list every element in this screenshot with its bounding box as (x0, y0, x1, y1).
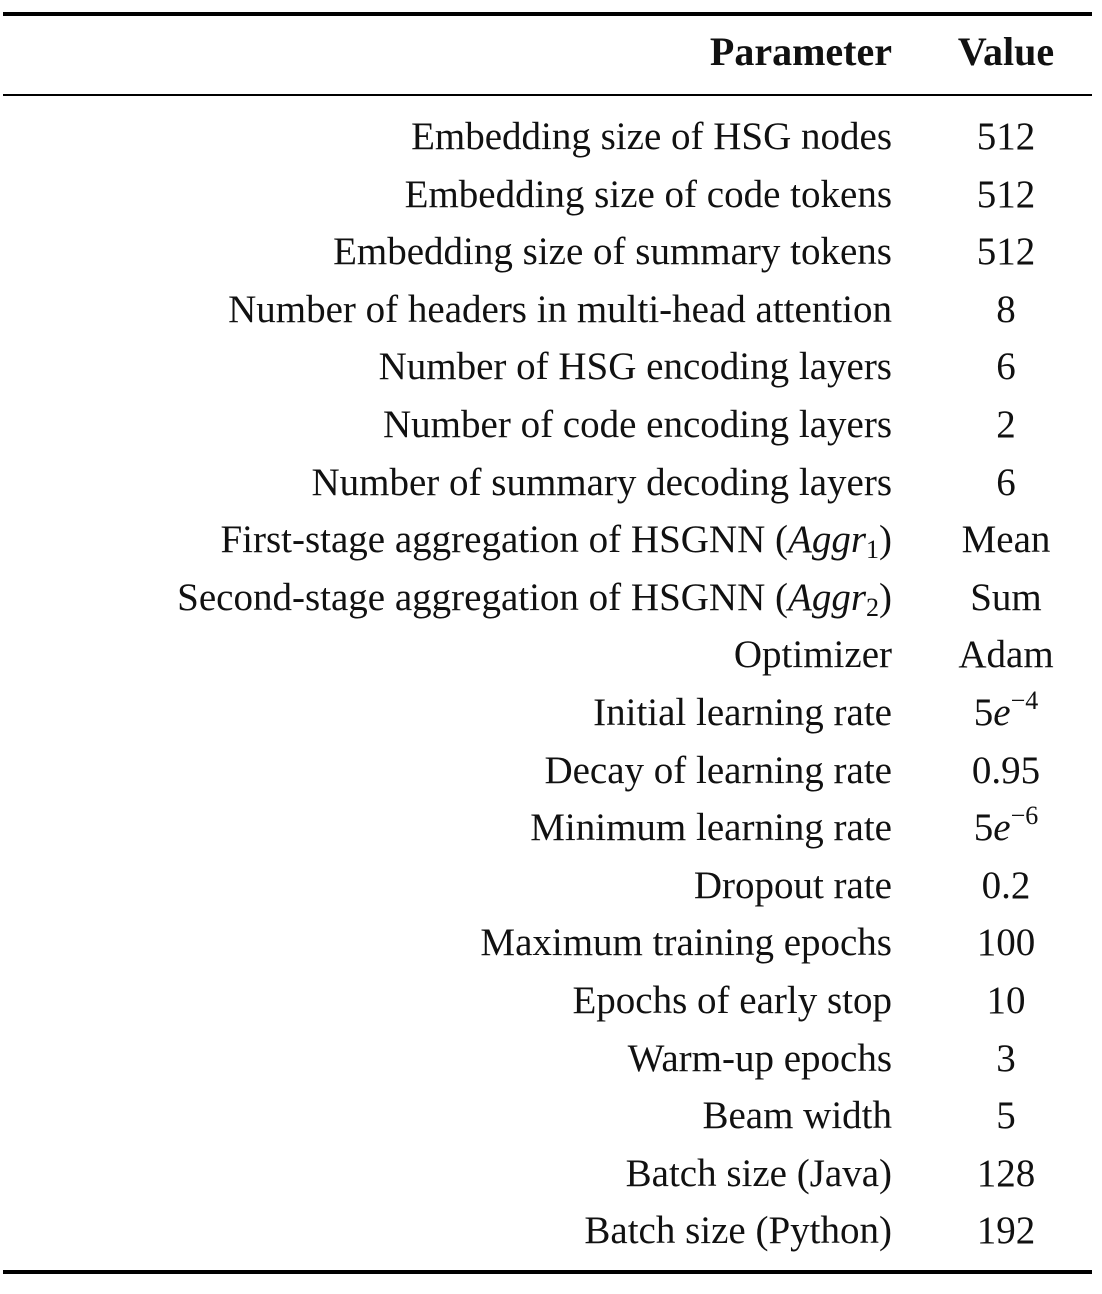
table-row: Initial learning rate 5e−4 (0, 684, 1102, 742)
parameter-header: Parameter (709, 29, 892, 74)
parameter-cell: Optimizer (733, 633, 892, 677)
table-row: Beam width 5 (0, 1087, 1102, 1145)
parameter-cell: Batch size (Python) (584, 1209, 892, 1253)
value-header: Value (957, 29, 1055, 74)
value-cell: 128 (976, 1151, 1036, 1195)
value-cell: 6 (996, 460, 1016, 504)
top-rule (3, 12, 1092, 16)
parameter-cell: Beam width (702, 1094, 892, 1138)
table-row: Warm-up epochs 3 (0, 1030, 1102, 1088)
table-row: Embedding size of summary tokens 512 (0, 223, 1102, 281)
parameter-cell: Embedding size of HSG nodes (411, 115, 892, 158)
parameter-cell: Epochs of early stop (572, 978, 892, 1022)
parameter-cell: Embedding size of code tokens (404, 172, 892, 216)
value-cell: 10 (986, 978, 1026, 1022)
value-cell: 0.95 (971, 748, 1041, 792)
parameter-cell: Second-stage aggregation of HSGNN (Aggr2… (177, 575, 892, 622)
value-cell: 100 (976, 921, 1036, 965)
parameter-cell: Number of HSG encoding layers (378, 345, 892, 389)
table-row: Embedding size of HSG nodes 512 (0, 108, 1102, 166)
value-cell: 5e−6 (973, 801, 1039, 850)
table-row: Maximum training epochs 100 (0, 914, 1102, 972)
parameter-cell: Number of summary decoding layers (311, 460, 892, 504)
value-cell: 8 (996, 287, 1016, 331)
value-cell: 512 (976, 230, 1036, 274)
value-cell: 512 (976, 115, 1036, 158)
parameter-cell: Warm-up epochs (627, 1036, 892, 1080)
table-row: Optimizer Adam (0, 626, 1102, 684)
bottom-rule (3, 1270, 1092, 1274)
value-cell: 0.2 (981, 863, 1031, 907)
table-row: Number of code encoding layers 2 (0, 396, 1102, 454)
table-row: Second-stage aggregation of HSGNN (Aggr2… (0, 569, 1102, 627)
parameter-cell: Number of code encoding layers (383, 402, 892, 446)
value-cell: 192 (976, 1209, 1036, 1253)
parameter-cell: Number of headers in multi-head attentio… (228, 287, 892, 331)
table-row: Minimum learning rate 5e−6 (0, 799, 1102, 857)
table-row: Embedding size of code tokens 512 (0, 166, 1102, 224)
value-cell: 5e−4 (973, 685, 1039, 734)
value-cell: 512 (976, 172, 1036, 216)
value-cell: 3 (996, 1036, 1016, 1080)
value-cell: 2 (996, 402, 1016, 446)
table-row: Epochs of early stop 10 (0, 972, 1102, 1030)
value-cell: 6 (996, 345, 1016, 389)
parameter-cell: Initial learning rate (593, 690, 892, 734)
value-cell: Mean (961, 518, 1051, 562)
table-row: Number of headers in multi-head attentio… (0, 281, 1102, 339)
value-cell: Adam (958, 633, 1054, 677)
table-row: Decay of learning rate 0.95 (0, 742, 1102, 800)
table-row: First-stage aggregation of HSGNN (Aggr1)… (0, 511, 1102, 569)
table-row: Number of summary decoding layers 6 (0, 454, 1102, 512)
parameter-cell: Dropout rate (693, 863, 892, 907)
parameter-cell: Minimum learning rate (530, 806, 892, 850)
value-cell: Sum (970, 575, 1042, 619)
header-rule (3, 94, 1092, 96)
table-row: Number of HSG encoding layers 6 (0, 338, 1102, 396)
parameter-cell: Decay of learning rate (544, 748, 892, 792)
parameter-cell: Maximum training epochs (480, 921, 892, 965)
value-cell: 5 (996, 1094, 1016, 1138)
table-row: Dropout rate 0.2 (0, 857, 1102, 915)
table-body: Embedding size of HSG nodes 512 Embedding … (0, 108, 1102, 1260)
parameter-cell: Embedding size of summary tokens (333, 230, 892, 274)
parameter-cell: First-stage aggregation of HSGNN (Aggr1) (220, 518, 892, 565)
parameter-cell: Batch size (Java) (625, 1151, 892, 1195)
table-header: Parameter Value (0, 22, 1102, 82)
table-row: Batch size (Python) 192 (0, 1202, 1102, 1260)
table-row: Batch size (Java) 128 (0, 1145, 1102, 1203)
